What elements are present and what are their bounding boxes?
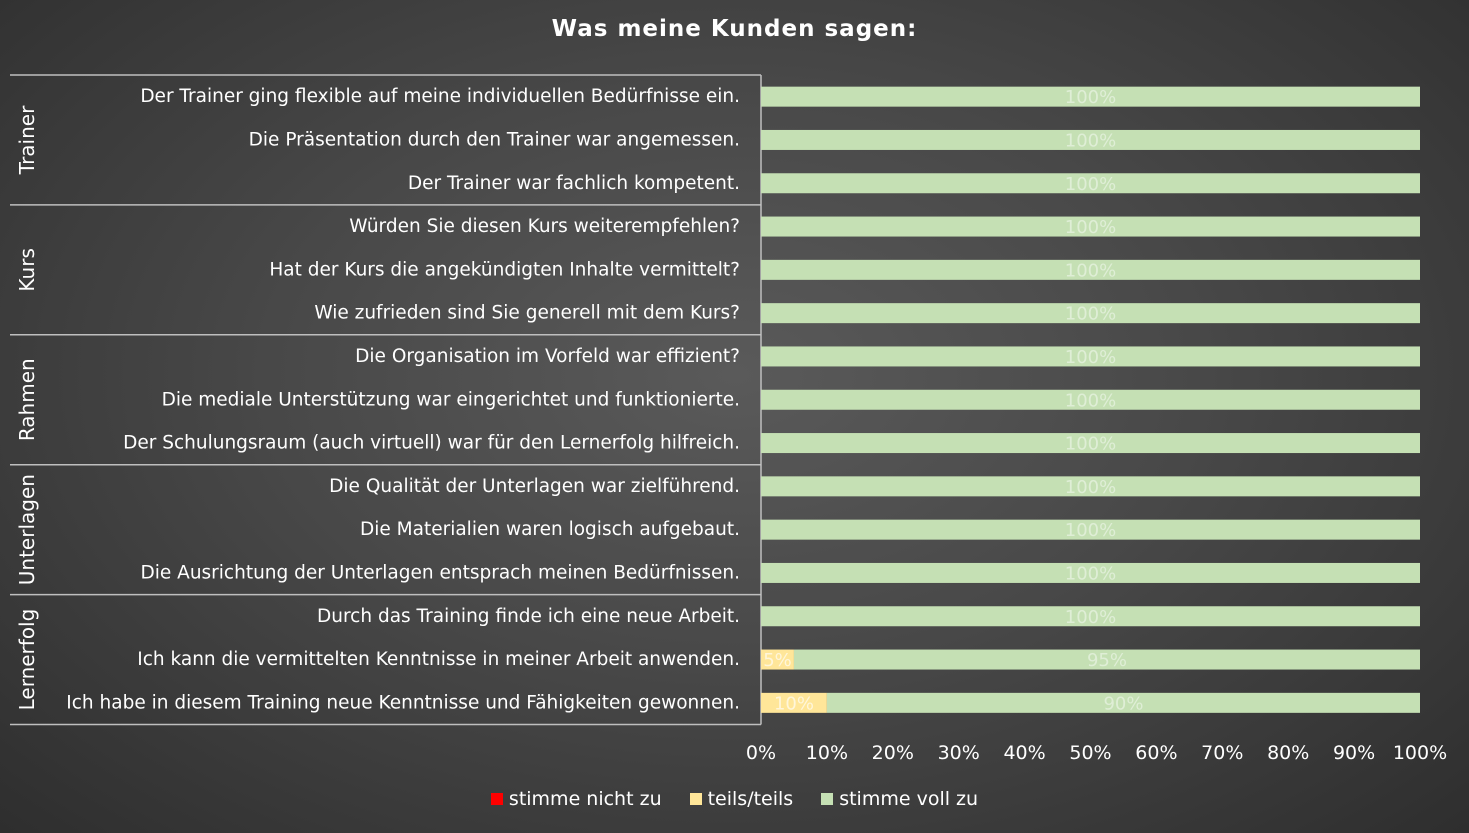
- category-label: Der Trainer war fachlich kompetent.: [408, 173, 740, 194]
- x-tick-label: 60%: [1135, 742, 1177, 764]
- x-tick-label: 10%: [806, 742, 848, 764]
- bar-stimme-voll-zu: [761, 433, 1420, 454]
- group-label-unterlagen: Unterlagen: [15, 474, 39, 585]
- data-label-stimme-voll-zu: 100%: [1065, 347, 1116, 368]
- category-label: Die Materialien waren logisch aufgebaut.: [360, 519, 740, 540]
- bar-stimme-voll-zu: [793, 649, 1420, 670]
- legend-item-stimme-nicht-zu[interactable]: stimme nicht zu: [490, 788, 662, 810]
- x-tick-label: 100%: [1393, 742, 1447, 764]
- legend-label-stimme-voll-zu: stimme voll zu: [839, 788, 979, 810]
- data-label-stimme-voll-zu: 95%: [1087, 650, 1127, 671]
- legend-label-stimme-nicht-zu: stimme nicht zu: [508, 788, 662, 810]
- group-label-kurs: Kurs: [15, 248, 39, 291]
- data-label-stimme-voll-zu: 100%: [1065, 477, 1116, 498]
- bar-stimme-voll-zu: [761, 519, 1420, 540]
- category-label: Die Qualität der Unterlagen war zielführ…: [329, 476, 740, 497]
- bar-stimme-voll-zu: [761, 303, 1420, 324]
- category-label: Die Präsentation durch den Trainer war a…: [249, 129, 740, 150]
- category-label: Durch das Training finde ich eine neue A…: [317, 606, 740, 627]
- category-label: Die mediale Unterstützung war eingericht…: [162, 389, 740, 410]
- group-label-rahmen: Rahmen: [15, 358, 39, 441]
- legend-swatch-stimme-nicht-zu: [490, 793, 503, 805]
- data-label-stimme-voll-zu: 100%: [1065, 260, 1116, 281]
- data-label-stimme-voll-zu: 100%: [1065, 563, 1116, 584]
- bar-teils-teils: [761, 649, 794, 670]
- x-tick-label: 30%: [938, 742, 980, 764]
- legend-item-stimme-voll-zu[interactable]: stimme voll zu: [821, 788, 978, 810]
- legend-item-teils-teils[interactable]: teils/teils: [689, 788, 794, 810]
- data-label-stimme-voll-zu: 100%: [1065, 520, 1116, 541]
- category-label: Ich kann die vermittelten Kenntnisse in …: [137, 649, 740, 670]
- bar-stimme-voll-zu: [761, 476, 1420, 497]
- x-tick-label: 20%: [872, 742, 914, 764]
- legend-swatch-stimme-voll-zu: [821, 793, 834, 805]
- bar-stimme-voll-zu: [761, 346, 1420, 367]
- category-label: Die Ausrichtung der Unterlagen entsprach…: [141, 562, 740, 583]
- bar-stimme-voll-zu: [761, 389, 1420, 410]
- bar-stimme-voll-zu: [761, 606, 1420, 627]
- x-tick-label: 0%: [746, 742, 776, 764]
- x-tick-label: 90%: [1333, 742, 1375, 764]
- bar-stimme-voll-zu: [761, 216, 1420, 237]
- category-label: Die Organisation im Vorfeld war effizien…: [355, 346, 740, 367]
- x-tick-label: 40%: [1003, 742, 1045, 764]
- data-label-stimme-voll-zu: 100%: [1065, 130, 1116, 151]
- group-label-trainer: Trainer: [15, 105, 39, 175]
- data-label-stimme-voll-zu: 100%: [1065, 390, 1116, 411]
- category-label: Der Schulungsraum (auch virtuell) war fü…: [123, 433, 740, 454]
- bar-stimme-voll-zu: [761, 173, 1420, 194]
- x-tick-label: 80%: [1267, 742, 1309, 764]
- bar-stimme-voll-zu: [761, 259, 1420, 280]
- bar-stimme-voll-zu: [826, 692, 1420, 713]
- data-label-stimme-voll-zu: 100%: [1065, 87, 1116, 108]
- category-label: Hat der Kurs die angekündigten Inhalte v…: [269, 259, 740, 280]
- data-label-stimme-voll-zu: 100%: [1065, 434, 1116, 455]
- data-label-teils-teils: 5%: [763, 650, 792, 671]
- legend: stimme nicht zu teils/teils stimme voll …: [0, 788, 1469, 810]
- chart-title: Was meine Kunden sagen:: [551, 16, 918, 42]
- category-label: Ich habe in diesem Training neue Kenntni…: [66, 692, 740, 713]
- data-label-stimme-voll-zu: 90%: [1103, 693, 1143, 714]
- category-label: Der Trainer ging flexible auf meine indi…: [140, 86, 740, 107]
- bar-stimme-voll-zu: [761, 86, 1420, 107]
- group-label-lernerfolg: Lernerfolg: [15, 609, 39, 711]
- x-tick-label: 70%: [1201, 742, 1243, 764]
- legend-swatch-teils-teils: [689, 793, 702, 805]
- data-label-stimme-voll-zu: 100%: [1065, 174, 1116, 195]
- x-tick-label: 50%: [1069, 742, 1111, 764]
- bar-stimme-voll-zu: [761, 562, 1420, 583]
- data-label-stimme-voll-zu: 100%: [1065, 607, 1116, 628]
- bar-stimme-voll-zu: [761, 129, 1420, 150]
- category-label: Würden Sie diesen Kurs weiterempfehlen?: [349, 216, 740, 237]
- data-label-stimme-voll-zu: 100%: [1065, 217, 1116, 238]
- bar-teils-teils: [761, 692, 827, 713]
- category-label: Wie zufrieden sind Sie generell mit dem …: [314, 303, 740, 324]
- legend-label-teils-teils: teils/teils: [707, 788, 794, 810]
- data-label-teils-teils: 10%: [774, 693, 814, 714]
- data-label-stimme-voll-zu: 100%: [1065, 304, 1116, 325]
